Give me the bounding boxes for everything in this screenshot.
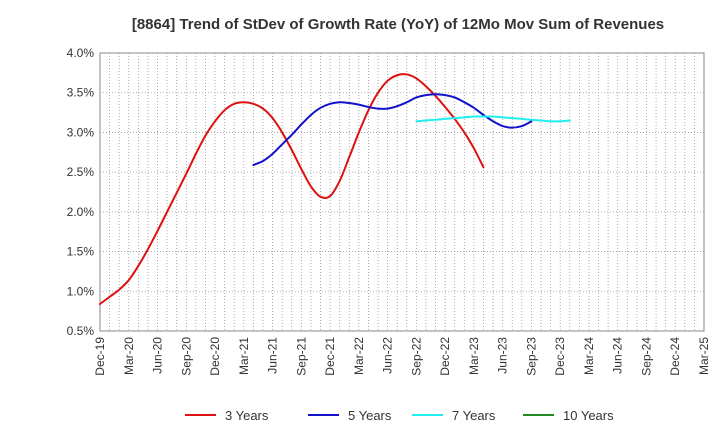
legend-item-5-years: 5 Years xyxy=(308,408,392,423)
x-tick-label: Sep-22 xyxy=(409,337,423,376)
x-tick-label: Dec-20 xyxy=(208,337,222,376)
x-tick-label: Sep-21 xyxy=(294,337,308,376)
y-axis: 0.5% 1.0% 1.5% 2.0% 2.5% 3.0% 3.5% 4.0% xyxy=(67,46,95,338)
x-tick-label: Mar-20 xyxy=(122,337,136,375)
legend: 3 Years 5 Years 7 Years 10 Years xyxy=(185,408,614,423)
x-tick-label: Jun-22 xyxy=(381,337,395,374)
x-tick-label: Mar-24 xyxy=(582,337,596,375)
y-tick-label: 3.0% xyxy=(67,125,95,139)
y-tick-label: 2.5% xyxy=(67,165,95,179)
x-tick-label: Dec-24 xyxy=(668,337,682,376)
x-tick-label: Mar-21 xyxy=(237,337,251,375)
series-line-5-years xyxy=(252,93,533,166)
x-tick-label: Jun-23 xyxy=(496,337,510,374)
plot-area xyxy=(99,52,705,332)
legend-label: 3 Years xyxy=(225,408,269,423)
x-tick-label: Sep-24 xyxy=(639,337,653,376)
series-line-3-years xyxy=(99,73,485,305)
legend-label: 10 Years xyxy=(563,408,614,423)
x-tick-label: Sep-20 xyxy=(179,337,193,376)
series-layer xyxy=(99,73,571,305)
plot-background xyxy=(100,53,704,331)
y-tick-label: 2.0% xyxy=(67,205,95,219)
x-tick-label: Dec-22 xyxy=(438,337,452,376)
series-line-7-years xyxy=(415,115,571,123)
legend-label: 7 Years xyxy=(452,408,496,423)
legend-item-7-years: 7 Years xyxy=(412,408,496,423)
x-tick-label: Jun-24 xyxy=(611,337,625,374)
legend-label: 5 Years xyxy=(348,408,392,423)
y-tick-label: 0.5% xyxy=(67,324,95,338)
y-tick-label: 1.0% xyxy=(67,284,95,298)
y-tick-label: 3.5% xyxy=(67,86,95,100)
y-tick-label: 1.5% xyxy=(67,245,95,259)
x-tick-label: Jun-20 xyxy=(151,337,165,374)
x-axis: Dec-19 Mar-20 Jun-20 Sep-20 Dec-20 Mar-21 Jun-… xyxy=(93,337,711,376)
x-tick-label: Sep-23 xyxy=(524,337,538,376)
x-tick-label: Dec-19 xyxy=(93,337,107,376)
x-tick-label: Jun-21 xyxy=(266,337,280,374)
x-tick-label: Dec-21 xyxy=(323,337,337,376)
legend-item-3-years: 3 Years xyxy=(185,408,269,423)
x-tick-label: Mar-25 xyxy=(697,337,711,375)
x-tick-label: Mar-23 xyxy=(467,337,481,375)
x-tick-label: Dec-23 xyxy=(553,337,567,376)
plot-border xyxy=(99,52,705,332)
x-tick-label: Mar-22 xyxy=(352,337,366,375)
y-tick-label: 4.0% xyxy=(67,46,95,60)
chart-title: [8864] Trend of StDev of Growth Rate (Yo… xyxy=(132,16,664,33)
legend-item-10-years: 10 Years xyxy=(523,408,614,423)
